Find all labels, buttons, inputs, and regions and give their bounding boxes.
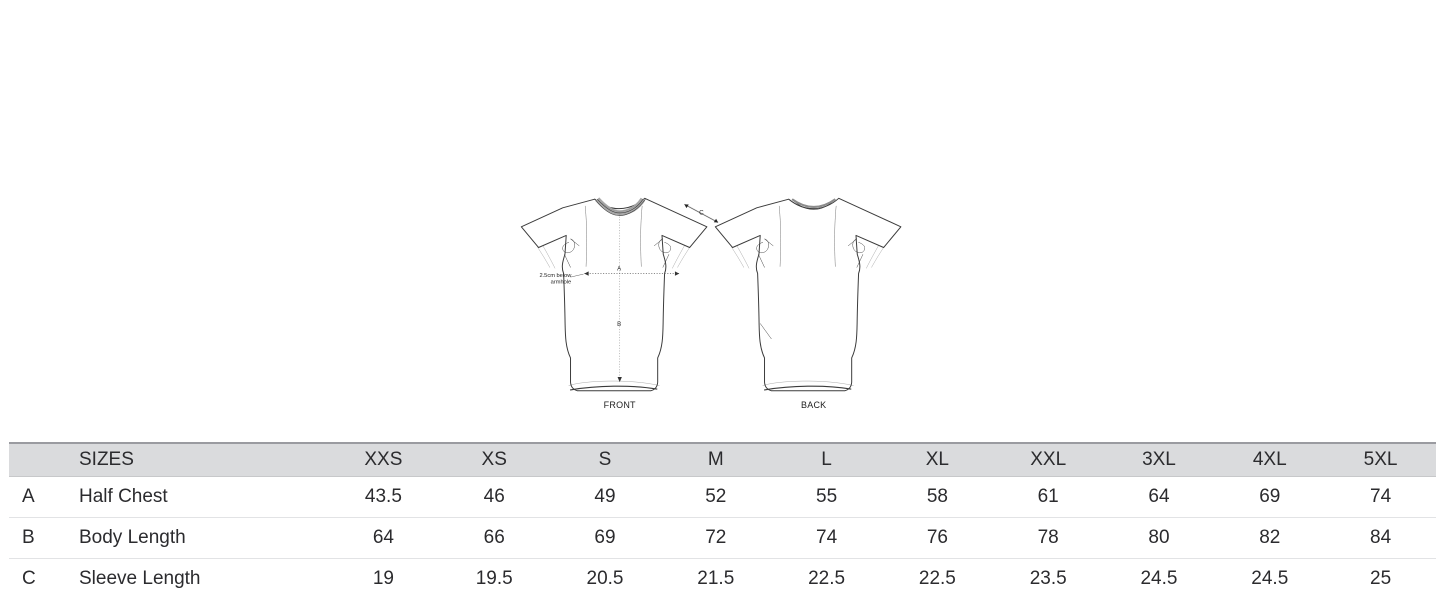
svg-text:BACK: BACK [801, 400, 826, 410]
svg-text:2.5cm below: 2.5cm below [539, 273, 572, 279]
svg-text:armhole: armhole [551, 279, 572, 285]
svg-text:B: B [617, 322, 621, 328]
svg-text:A: A [617, 266, 622, 272]
svg-text:FRONT: FRONT [604, 400, 636, 410]
svg-text:C: C [699, 209, 704, 216]
